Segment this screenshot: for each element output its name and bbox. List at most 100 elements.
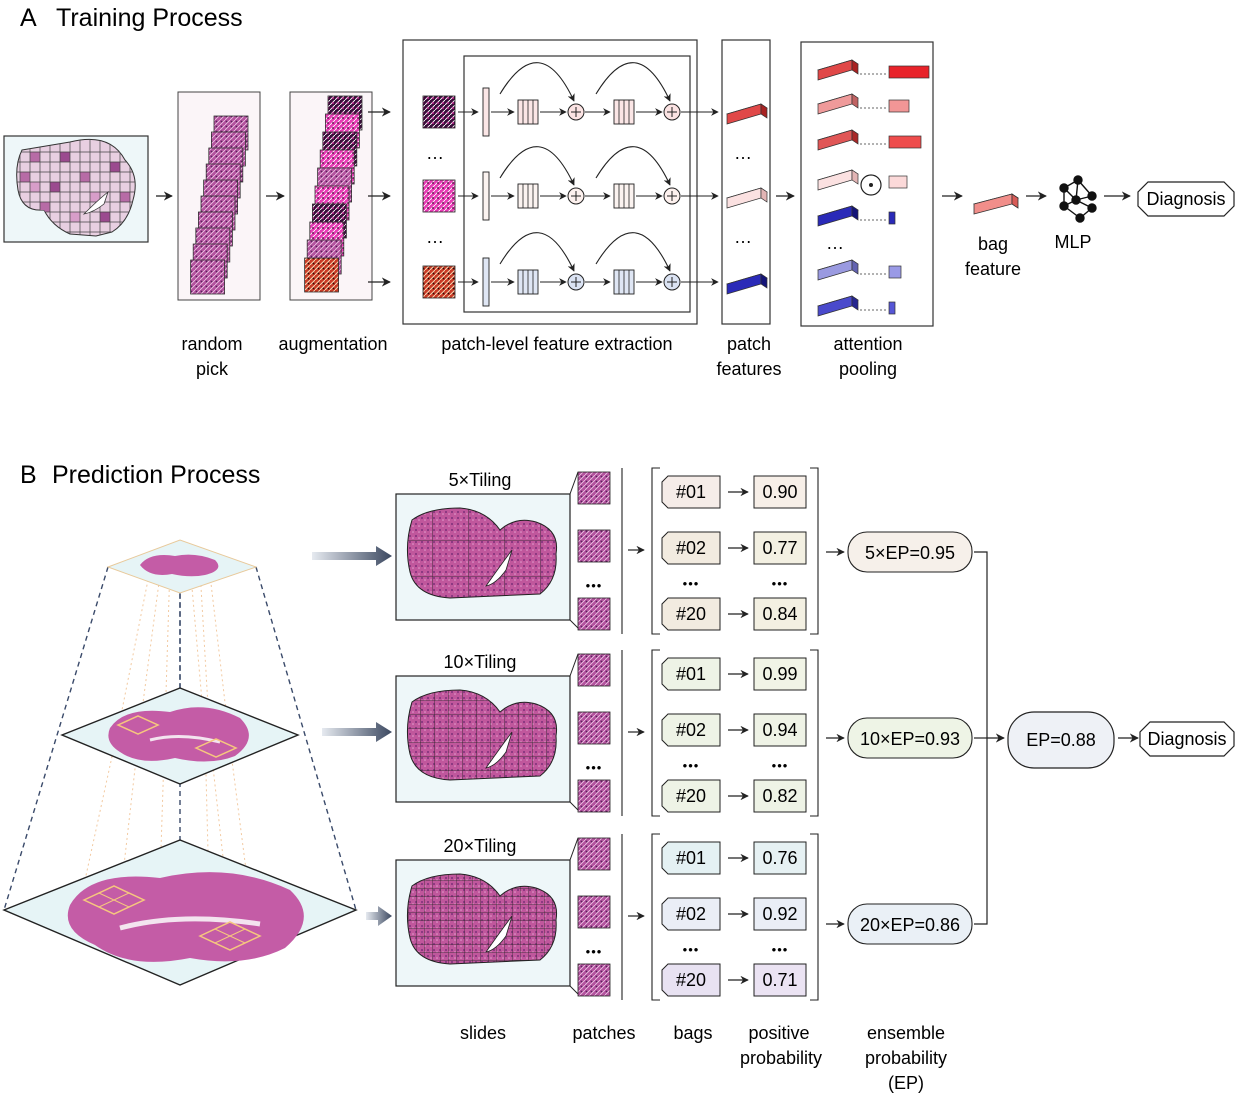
tile-patch bbox=[577, 963, 611, 997]
mlp-label: MLP bbox=[1054, 232, 1091, 252]
attention-pooling-label-2: pooling bbox=[839, 359, 897, 379]
bag-dots: ••• bbox=[683, 758, 700, 773]
bag-id: #01 bbox=[676, 664, 706, 684]
bag-feature-bar bbox=[973, 193, 1019, 215]
attention-feature-bar bbox=[817, 259, 859, 281]
mlp-network-icon bbox=[1059, 175, 1097, 223]
tile-patch bbox=[577, 711, 611, 745]
attention-pooling-label-1: attention bbox=[833, 334, 902, 354]
scale-ep-box bbox=[847, 531, 973, 573]
patch-features-block: … … bbox=[721, 39, 771, 325]
ellipsis-fe-1: … bbox=[426, 143, 444, 163]
bag-id: #20 bbox=[676, 786, 706, 806]
bag-id: #01 bbox=[676, 848, 706, 868]
prob-box bbox=[753, 897, 807, 931]
prob-box bbox=[753, 597, 807, 631]
random-pick-label-1: random bbox=[181, 334, 242, 354]
final-ep-label: EP=0.88 bbox=[1026, 730, 1096, 750]
scale-ep-box bbox=[847, 903, 973, 945]
diagnosis-box-b: Diagnosis bbox=[1139, 721, 1235, 757]
tiling-label: 5×Tiling bbox=[449, 470, 512, 490]
positive-probability-label-2: probability bbox=[740, 1048, 822, 1068]
bag-id: #20 bbox=[676, 970, 706, 990]
positive-probability-label-1: positive bbox=[748, 1023, 809, 1043]
bag-id: #20 bbox=[676, 604, 706, 624]
conv-layer bbox=[482, 87, 490, 137]
ellipsis-pf-2: … bbox=[734, 227, 752, 247]
prob-box bbox=[753, 963, 807, 997]
bag-box bbox=[661, 779, 721, 813]
positive-probability-value: 0.77 bbox=[762, 538, 797, 558]
tiling-label: 20×Tiling bbox=[444, 836, 517, 856]
augmentation-stack bbox=[289, 91, 373, 301]
ellipsis-fe-2: … bbox=[426, 227, 444, 247]
random-pick-label-2: pick bbox=[196, 359, 229, 379]
big-arrow-10x bbox=[322, 722, 392, 742]
patch-feature-bar bbox=[726, 103, 768, 125]
bag-id: #01 bbox=[676, 482, 706, 502]
resnet-row bbox=[422, 62, 719, 137]
attention-weight-bar bbox=[888, 65, 930, 79]
positive-probability-value: 0.82 bbox=[762, 786, 797, 806]
tiling-row: 20×Tiling ••• #01 0.76 #02 0.92 #20 0.71 ••• ••• 2… bbox=[395, 833, 973, 1001]
tile-patch bbox=[577, 895, 611, 929]
attention-feature-bar bbox=[817, 93, 859, 115]
bag-box bbox=[661, 713, 721, 747]
attention-feature-bar bbox=[817, 59, 859, 81]
bag-id: #02 bbox=[676, 904, 706, 924]
tile-patch bbox=[577, 471, 611, 505]
prob-dots: ••• bbox=[772, 576, 789, 591]
prob-box bbox=[753, 713, 807, 747]
bag-box bbox=[661, 597, 721, 631]
attention-feature-bar bbox=[817, 129, 859, 151]
bag-feature-label-2: feature bbox=[965, 259, 1021, 279]
positive-probability-value: 0.99 bbox=[762, 664, 797, 684]
scale-ep-label: 10×EP=0.93 bbox=[860, 729, 960, 749]
patch-dots: ••• bbox=[586, 578, 603, 593]
ellipsis-attn: … bbox=[826, 233, 844, 253]
input-patch bbox=[422, 95, 456, 129]
patch-feature-bar bbox=[726, 273, 768, 295]
patch-dots: ••• bbox=[586, 944, 603, 959]
bag-id: #02 bbox=[676, 720, 706, 740]
conv-layer bbox=[482, 257, 490, 307]
bag-box bbox=[661, 475, 721, 509]
bags-label: bags bbox=[673, 1023, 712, 1043]
scale-ep-label: 20×EP=0.86 bbox=[860, 915, 960, 935]
random-pick-stack bbox=[177, 91, 261, 301]
panel-a-letter: A bbox=[20, 4, 37, 32]
patch-features-label-1: patch bbox=[727, 334, 771, 354]
attention-feature-bar bbox=[817, 205, 859, 227]
picked-patch bbox=[190, 259, 226, 295]
panel-b-letter: B bbox=[20, 461, 37, 489]
bag-box bbox=[661, 531, 721, 565]
diagnosis-label-a: Diagnosis bbox=[1146, 189, 1225, 209]
ensemble-probability-label-3: (EP) bbox=[888, 1073, 924, 1093]
positive-probability-value: 0.92 bbox=[762, 904, 797, 924]
ellipsis-pf-1: … bbox=[734, 143, 752, 163]
final-ep-box: EP=0.88 bbox=[1007, 711, 1115, 769]
ensemble-probability-label-2: probability bbox=[865, 1048, 947, 1068]
panel-a-title: Training Process bbox=[56, 4, 243, 32]
training-slide bbox=[3, 135, 149, 243]
prob-box bbox=[753, 779, 807, 813]
augmented-patch bbox=[304, 257, 340, 293]
bag-feature-label-1: bag bbox=[978, 234, 1008, 254]
attention-weight-bar bbox=[888, 135, 922, 149]
tiling-row: 5×Tiling ••• #01 0.90 #02 0.77 #20 0.84 ••• ••• 5×… bbox=[395, 467, 973, 635]
tile-patch bbox=[577, 653, 611, 687]
tiling-row: 10×Tiling ••• #01 0.99 #02 0.94 #20 0.82 ••• ••• 1… bbox=[395, 649, 973, 817]
attention-weight-bar bbox=[888, 265, 902, 279]
positive-probability-value: 0.84 bbox=[762, 604, 797, 624]
prob-box bbox=[753, 841, 807, 875]
patch-dots: ••• bbox=[586, 760, 603, 775]
slides-label: slides bbox=[460, 1023, 506, 1043]
bag-box bbox=[661, 963, 721, 997]
feature-extraction-block: … … bbox=[402, 39, 719, 325]
patch-feature-bar bbox=[726, 187, 768, 209]
resnet-row bbox=[422, 146, 719, 221]
attention-weight-bar bbox=[888, 99, 910, 113]
bag-box bbox=[661, 897, 721, 931]
panel-b: B Prediction Process bbox=[2, 461, 1235, 1093]
